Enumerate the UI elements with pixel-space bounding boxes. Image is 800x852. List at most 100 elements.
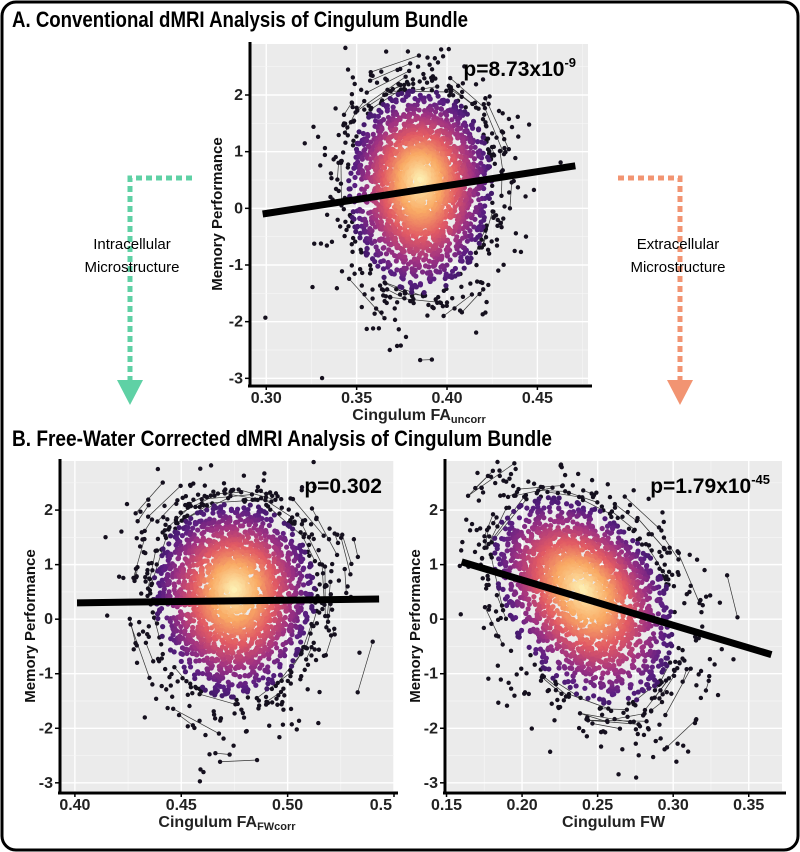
data-point	[417, 357, 423, 363]
data-point	[380, 266, 387, 272]
data-point	[288, 496, 293, 501]
data-point	[353, 164, 359, 170]
data-point	[470, 125, 476, 131]
data-point	[348, 170, 354, 176]
data-point	[340, 150, 346, 155]
data-point	[263, 315, 268, 320]
data-point	[273, 497, 278, 502]
data-point	[512, 248, 517, 254]
data-point	[343, 219, 348, 224]
data-point	[308, 631, 313, 636]
data-point	[432, 109, 439, 115]
data-point	[178, 658, 184, 664]
data-point	[231, 671, 237, 677]
data-point	[350, 209, 356, 215]
data-point	[406, 68, 412, 74]
data-point	[437, 100, 443, 106]
data-point	[271, 512, 277, 518]
data-point	[401, 82, 407, 88]
data-point	[282, 646, 288, 653]
data-point	[159, 633, 165, 639]
data-point	[332, 632, 337, 637]
data-point	[235, 701, 240, 707]
data-point	[392, 306, 397, 311]
data-point	[142, 528, 147, 534]
data-point	[242, 499, 247, 504]
data-point	[447, 93, 452, 98]
data-point	[175, 555, 182, 561]
data-point	[463, 105, 468, 110]
data-point	[162, 666, 168, 672]
data-point	[162, 503, 167, 509]
data-point	[321, 533, 326, 538]
data-point	[357, 650, 362, 655]
data-point	[438, 106, 445, 112]
data-point	[298, 530, 303, 535]
data-point	[316, 647, 322, 652]
data-point	[210, 510, 216, 516]
data-point	[134, 643, 139, 648]
data-point	[166, 541, 172, 547]
data-point	[268, 507, 273, 512]
data-point	[272, 528, 278, 534]
data-point	[271, 617, 277, 623]
data-point	[458, 103, 464, 109]
data-point	[312, 558, 318, 564]
dotted-arrow-line	[618, 175, 683, 382]
data-point	[225, 679, 231, 685]
data-point	[364, 90, 369, 95]
data-point	[149, 560, 154, 566]
data-point	[482, 112, 487, 117]
data-point	[203, 732, 208, 738]
data-point	[321, 653, 327, 659]
data-point	[310, 284, 315, 290]
data-point	[471, 156, 478, 162]
data-point	[507, 206, 513, 211]
data-point	[531, 187, 537, 193]
data-point	[458, 254, 464, 261]
data-point	[334, 552, 340, 558]
data-point	[269, 499, 274, 504]
data-point	[343, 45, 348, 51]
data-point	[302, 667, 307, 673]
data-point	[300, 582, 307, 588]
data-point	[400, 246, 406, 252]
data-point	[335, 217, 340, 222]
data-point	[359, 283, 364, 288]
data-point	[171, 563, 178, 569]
data-point	[224, 526, 230, 533]
data-point	[318, 163, 323, 168]
connector-line	[484, 107, 505, 155]
data-point	[456, 228, 462, 235]
data-point	[254, 695, 260, 701]
data-point	[417, 176, 423, 182]
data-point	[460, 139, 466, 145]
data-point	[379, 310, 384, 315]
data-point	[387, 294, 393, 300]
data-point	[209, 656, 215, 662]
data-point	[481, 214, 487, 221]
data-point	[388, 88, 393, 94]
data-point	[397, 292, 403, 297]
data-point	[199, 531, 205, 537]
data-point	[438, 111, 444, 118]
data-point	[362, 107, 367, 112]
data-point	[169, 671, 174, 677]
data-point	[427, 62, 432, 67]
data-point	[351, 537, 357, 542]
data-point	[324, 625, 329, 630]
data-point	[476, 153, 482, 159]
data-point	[168, 683, 173, 688]
data-point	[352, 271, 357, 276]
data-point	[306, 542, 312, 548]
data-point	[404, 107, 411, 113]
data-point	[394, 267, 400, 273]
data-point	[483, 96, 488, 101]
data-point	[402, 122, 408, 129]
arrow-label: Microstructure	[630, 259, 725, 276]
data-point	[411, 256, 418, 262]
data-point	[258, 535, 264, 541]
data-point	[298, 639, 304, 645]
data-point	[277, 735, 282, 740]
data-point	[473, 205, 479, 211]
